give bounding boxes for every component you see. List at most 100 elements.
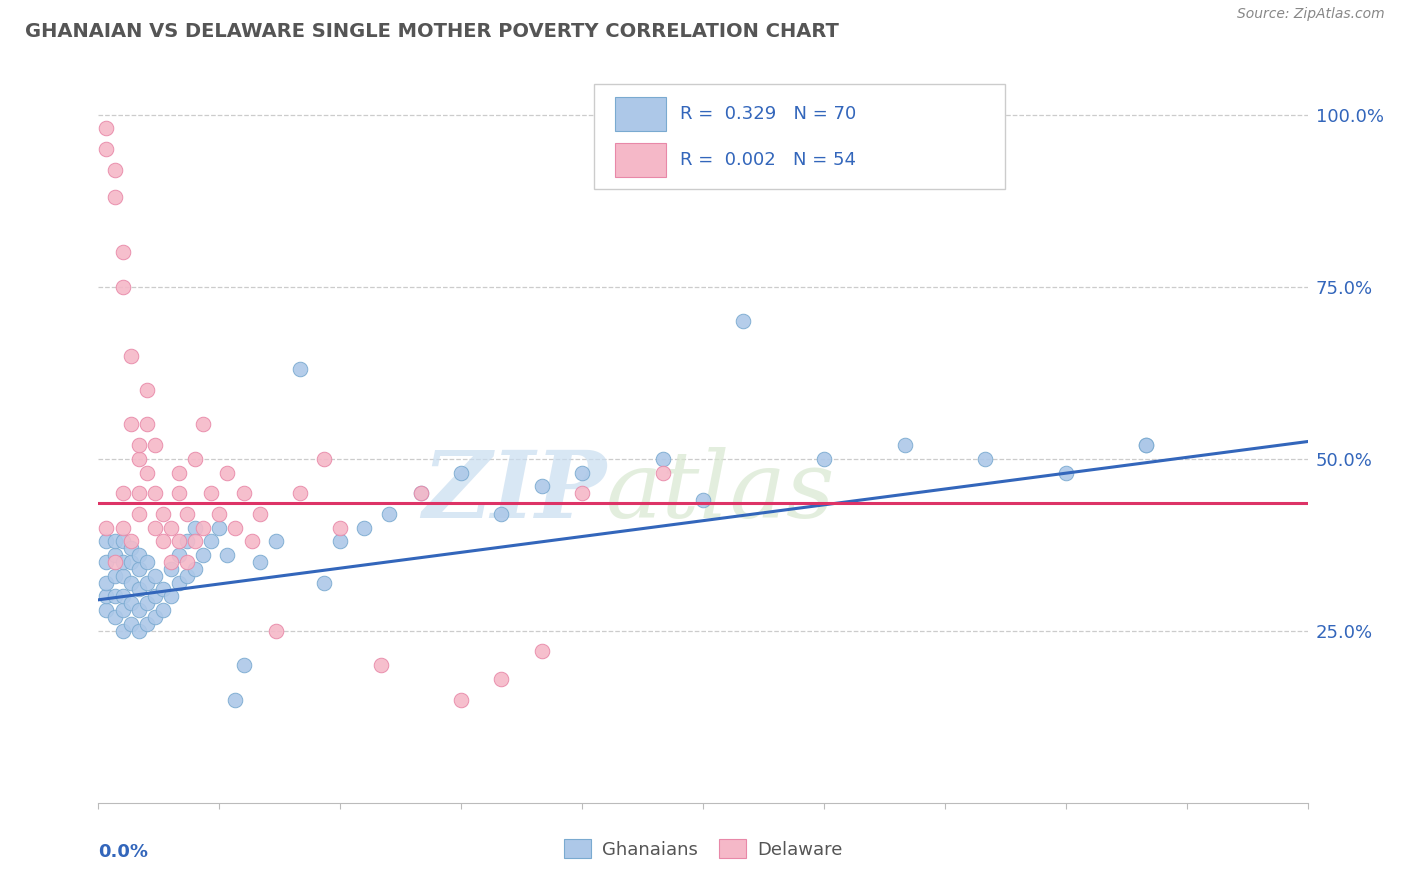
Point: [530, 644, 553, 658]
Point: [143, 568, 166, 582]
Point: [135, 616, 157, 631]
Point: [152, 534, 174, 549]
Point: [193, 417, 215, 432]
Point: [111, 486, 134, 500]
Point: [208, 520, 231, 534]
Point: [184, 562, 207, 576]
Point: [450, 466, 472, 480]
Point: [103, 568, 125, 582]
Point: [96, 121, 118, 136]
Point: [692, 493, 714, 508]
Point: [651, 451, 673, 466]
Point: [184, 451, 207, 466]
Point: [288, 362, 311, 376]
Point: [733, 314, 755, 328]
Point: [128, 562, 150, 576]
FancyBboxPatch shape: [614, 96, 665, 131]
Point: [103, 548, 125, 562]
Point: [409, 486, 432, 500]
Point: [96, 590, 118, 604]
Point: [120, 616, 142, 631]
Point: [120, 541, 142, 556]
Point: [120, 555, 142, 569]
Point: [143, 486, 166, 500]
Point: [450, 692, 472, 706]
Text: R =  0.002   N = 54: R = 0.002 N = 54: [681, 151, 856, 169]
Point: [491, 672, 513, 686]
Point: [314, 575, 336, 590]
Point: [167, 548, 190, 562]
Point: [111, 568, 134, 582]
Point: [329, 520, 352, 534]
Point: [152, 582, 174, 597]
Point: [329, 534, 352, 549]
Point: [128, 624, 150, 638]
Point: [224, 520, 246, 534]
Point: [491, 507, 513, 521]
Point: [176, 555, 198, 569]
Point: [120, 575, 142, 590]
Point: [143, 610, 166, 624]
Point: [96, 520, 118, 534]
Point: [1135, 438, 1157, 452]
FancyBboxPatch shape: [595, 84, 1005, 189]
Point: [813, 451, 835, 466]
Point: [160, 562, 183, 576]
Point: [176, 507, 198, 521]
Point: [111, 245, 134, 260]
Point: [200, 534, 222, 549]
Point: [184, 534, 207, 549]
Point: [353, 520, 375, 534]
Point: [160, 590, 183, 604]
Point: [232, 658, 254, 673]
Point: [143, 438, 166, 452]
Point: [120, 417, 142, 432]
Point: [128, 486, 150, 500]
Point: [264, 534, 287, 549]
Point: [111, 534, 134, 549]
Point: [893, 438, 915, 452]
Point: [103, 590, 125, 604]
Point: [249, 507, 271, 521]
Point: [111, 520, 134, 534]
Point: [96, 142, 118, 156]
Point: [135, 383, 157, 397]
Text: atlas: atlas: [606, 447, 835, 537]
Point: [208, 507, 231, 521]
Text: ZIP: ZIP: [422, 447, 606, 537]
Point: [232, 486, 254, 500]
Point: [217, 548, 239, 562]
Point: [249, 555, 271, 569]
Point: [111, 603, 134, 617]
Point: [184, 520, 207, 534]
Point: [264, 624, 287, 638]
Point: [135, 575, 157, 590]
Point: [111, 555, 134, 569]
Point: [143, 520, 166, 534]
Point: [103, 610, 125, 624]
Point: [240, 534, 263, 549]
Point: [974, 451, 997, 466]
Point: [571, 486, 593, 500]
Point: [152, 507, 174, 521]
Point: [111, 624, 134, 638]
Text: GHANAIAN VS DELAWARE SINGLE MOTHER POVERTY CORRELATION CHART: GHANAIAN VS DELAWARE SINGLE MOTHER POVER…: [25, 22, 839, 41]
Point: [120, 349, 142, 363]
Point: [571, 466, 593, 480]
Point: [96, 534, 118, 549]
Text: Source: ZipAtlas.com: Source: ZipAtlas.com: [1237, 7, 1385, 21]
Text: 0.0%: 0.0%: [98, 843, 149, 861]
Point: [530, 479, 553, 493]
Point: [111, 590, 134, 604]
Point: [96, 575, 118, 590]
Text: R =  0.329   N = 70: R = 0.329 N = 70: [681, 105, 856, 123]
Point: [128, 548, 150, 562]
FancyBboxPatch shape: [614, 143, 665, 178]
Point: [409, 486, 432, 500]
Point: [135, 417, 157, 432]
Point: [128, 582, 150, 597]
Point: [193, 548, 215, 562]
Point: [120, 596, 142, 610]
Point: [288, 486, 311, 500]
Point: [135, 596, 157, 610]
